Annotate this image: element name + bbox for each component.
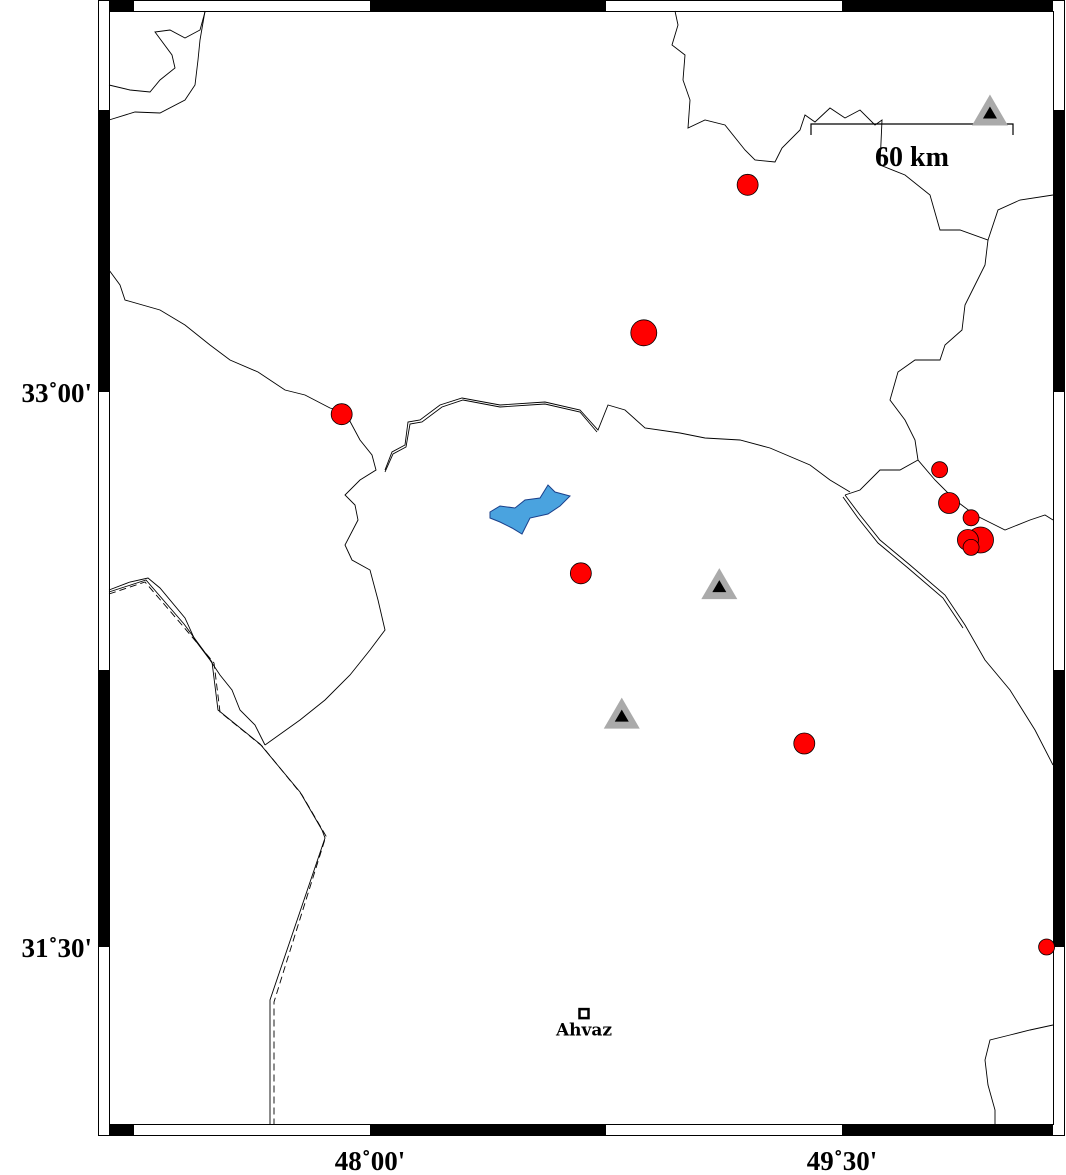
y-tick-label: 31˚30': [22, 933, 93, 963]
earthquake-event: [330, 403, 353, 426]
map-frame: [98, 0, 1065, 1136]
lake: [489, 484, 571, 535]
earthquake-event: [962, 539, 980, 556]
x-tick-label: 49˚30': [807, 1146, 878, 1175]
earthquake-event: [569, 562, 592, 585]
station-triangle-inner: [712, 580, 727, 593]
scale-bar-label: 60 km: [875, 142, 949, 173]
city-marker: [578, 1007, 590, 1020]
earthquake-event: [793, 732, 816, 755]
earthquake-event: [1038, 938, 1056, 956]
stations: [603, 94, 1008, 729]
station-triangle-inner: [982, 106, 997, 119]
y-tick-label: 33˚00': [22, 378, 93, 408]
earthquake-event: [736, 173, 759, 196]
station-triangle-inner: [614, 709, 629, 722]
events: [330, 173, 1056, 956]
borders: [108, 10, 1054, 1124]
city-label-ahvaz: Ahvaz: [555, 1021, 612, 1041]
earthquake-event: [931, 461, 949, 479]
earthquake-event: [962, 509, 980, 527]
earthquake-event: [630, 319, 658, 347]
x-tick-label: 48˚00': [335, 1146, 406, 1175]
scale-bar: 60 km: [810, 123, 1014, 173]
cities: Ahvaz: [555, 1007, 612, 1041]
axis-labels: 48˚00' 49˚30' 33˚00' 31˚30': [22, 378, 878, 1175]
earthquake-event: [938, 492, 960, 514]
